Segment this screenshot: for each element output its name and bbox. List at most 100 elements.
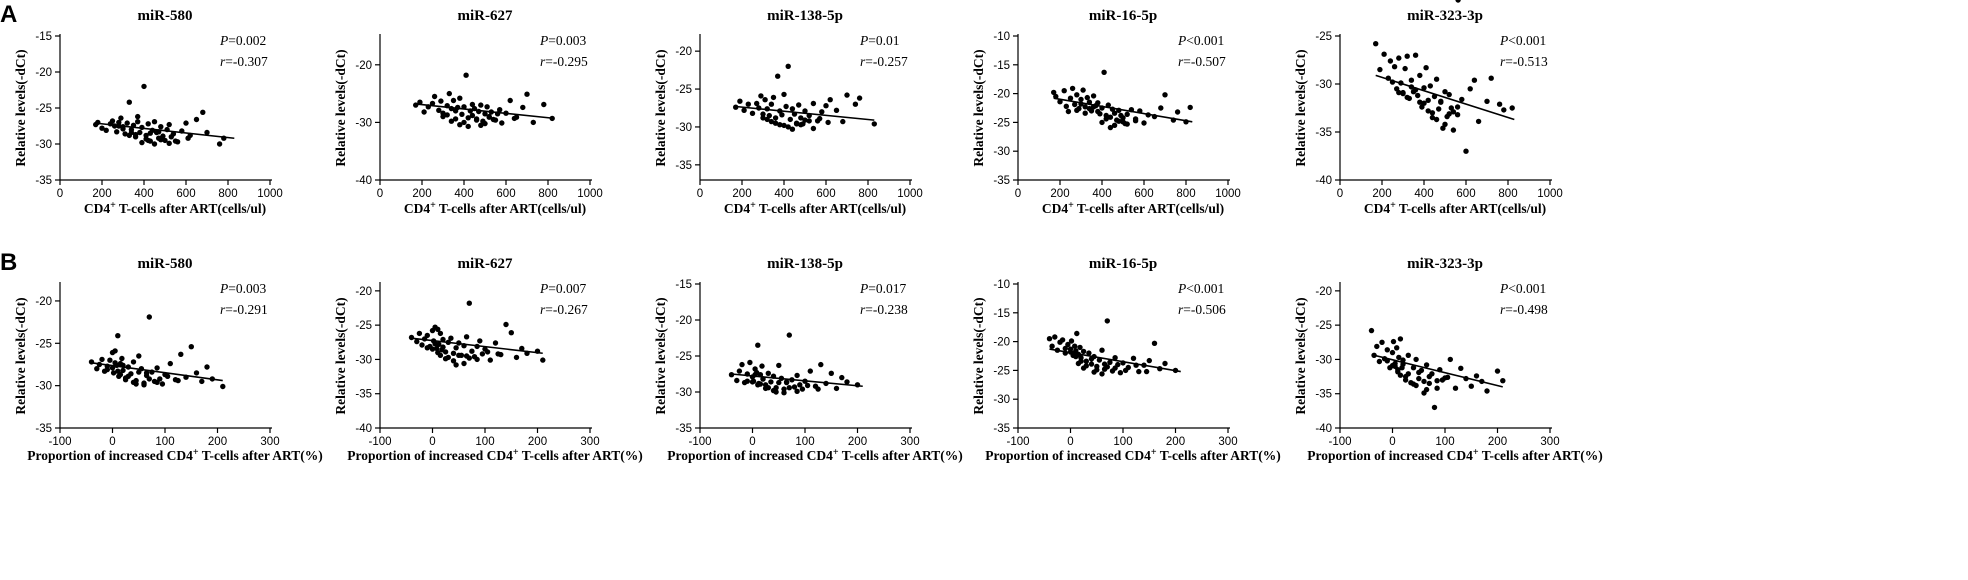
- chart-title: miR-138-5p: [767, 8, 843, 24]
- y-tick-label: -30: [1315, 79, 1332, 91]
- x-tick-label: 300: [260, 436, 279, 448]
- data-point: [1130, 355, 1137, 361]
- data-point: [453, 345, 459, 351]
- chart-title: miR-138-5p: [767, 256, 843, 272]
- data-point: [770, 94, 777, 101]
- data-point: [1074, 92, 1080, 98]
- regression-line: [95, 122, 235, 140]
- data-point: [1082, 104, 1088, 110]
- x-tick-label: 800: [1498, 188, 1517, 200]
- data-point: [151, 141, 158, 147]
- data-point: [777, 122, 783, 128]
- data-point: [1099, 371, 1105, 377]
- y-tick-label: -25: [675, 351, 692, 363]
- data-point: [450, 358, 457, 364]
- data-point: [797, 382, 803, 388]
- data-point: [487, 357, 493, 363]
- data-point: [1083, 358, 1090, 364]
- x-axis-label: Proportion of increased CD4+ T-cells aft…: [667, 447, 962, 463]
- data-point: [768, 118, 775, 125]
- data-point: [497, 107, 503, 113]
- x-tick-label: 0: [1067, 436, 1073, 448]
- data-point: [772, 115, 779, 121]
- data-point: [1080, 87, 1086, 93]
- chart-title: miR-627: [458, 8, 513, 24]
- data-point: [1396, 89, 1402, 96]
- data-point: [112, 360, 118, 366]
- data-point: [1404, 94, 1410, 101]
- data-point: [737, 98, 743, 104]
- y-tick-label: -25: [355, 320, 372, 332]
- y-axis-label: Relative levels(-dCt): [13, 297, 28, 414]
- data-point: [1501, 107, 1507, 113]
- data-point: [465, 123, 471, 130]
- data-point: [484, 104, 490, 110]
- data-point: [1107, 124, 1114, 131]
- y-tick-label: -20: [993, 89, 1010, 101]
- data-point: [103, 127, 109, 133]
- p-value: P=0.003: [539, 33, 586, 48]
- data-point: [1120, 115, 1126, 121]
- data-point: [825, 119, 831, 126]
- x-axis-label: Proportion of increased CD4+ T-cells aft…: [985, 447, 1280, 463]
- data-point: [1122, 367, 1129, 374]
- x-tick-label: 0: [1015, 188, 1021, 200]
- data-point: [1442, 121, 1448, 128]
- x-tick-label: -100: [688, 436, 711, 448]
- data-point: [1136, 368, 1142, 375]
- y-tick-label: -35: [35, 423, 52, 435]
- data-point: [840, 118, 846, 125]
- data-point: [1442, 89, 1448, 95]
- data-point: [432, 341, 438, 347]
- data-point: [827, 97, 833, 103]
- data-point: [1496, 101, 1503, 107]
- panel-label-b: B: [0, 249, 17, 276]
- data-point: [204, 364, 210, 370]
- x-tick-label: 800: [218, 188, 237, 200]
- data-point: [747, 359, 753, 366]
- y-axis-label: Relative levels(-dCt): [653, 49, 668, 166]
- data-point: [773, 389, 779, 395]
- data-point: [107, 357, 113, 363]
- data-point: [791, 384, 798, 390]
- y-tick-label: -30: [35, 381, 52, 393]
- data-point: [744, 378, 750, 384]
- data-point: [1049, 343, 1055, 349]
- y-tick-label: -15: [35, 31, 52, 43]
- y-tick-label: -25: [1315, 320, 1332, 332]
- y-tick-label: -30: [993, 146, 1010, 158]
- x-tick-label: 0: [749, 436, 755, 448]
- data-point: [145, 121, 151, 127]
- data-point: [158, 124, 164, 130]
- regression-line: [1049, 348, 1181, 373]
- x-axis-label: Proportion of increased CD4+ T-cells aft…: [1307, 447, 1602, 463]
- data-point: [1101, 69, 1107, 76]
- chart-b-mir-323-3p: miR-323-3p -40 -35 -30 -25 -20 -100 0 100 200 300 R…: [1293, 0, 1603, 463]
- x-tick-label: 600: [1456, 188, 1475, 200]
- data-point: [1052, 334, 1058, 340]
- y-tick-label: -35: [993, 423, 1010, 435]
- data-point: [781, 91, 787, 98]
- plots: miR-580-35-30-25-20-150 200 400 600 800 1000R…: [13, 0, 1603, 463]
- data-point: [781, 122, 787, 129]
- data-point: [817, 115, 823, 122]
- data-point: [1434, 385, 1440, 391]
- data-point: [789, 126, 796, 132]
- data-point: [839, 374, 845, 381]
- y-axis-label: Relative levels(-dCt): [13, 49, 28, 166]
- data-point: [1450, 109, 1457, 115]
- data-point: [1484, 98, 1490, 105]
- data-point: [1078, 96, 1084, 103]
- y-tick-label: -30: [355, 354, 372, 366]
- data-point: [772, 120, 779, 126]
- x-tick-label: 200: [528, 436, 547, 448]
- x-tick-label: 800: [1176, 188, 1195, 200]
- data-point: [503, 321, 509, 328]
- x-axis-label: CD4+ T-cells after ART(cells/ul): [404, 200, 586, 216]
- x-tick-label: 0: [377, 188, 383, 200]
- data-point: [1376, 358, 1383, 365]
- data-point: [1408, 77, 1415, 83]
- x-axis-label: CD4+ T-cells after ART(cells/ul): [1364, 200, 1546, 216]
- chart-title: miR-580: [138, 8, 193, 24]
- data-point: [437, 352, 444, 358]
